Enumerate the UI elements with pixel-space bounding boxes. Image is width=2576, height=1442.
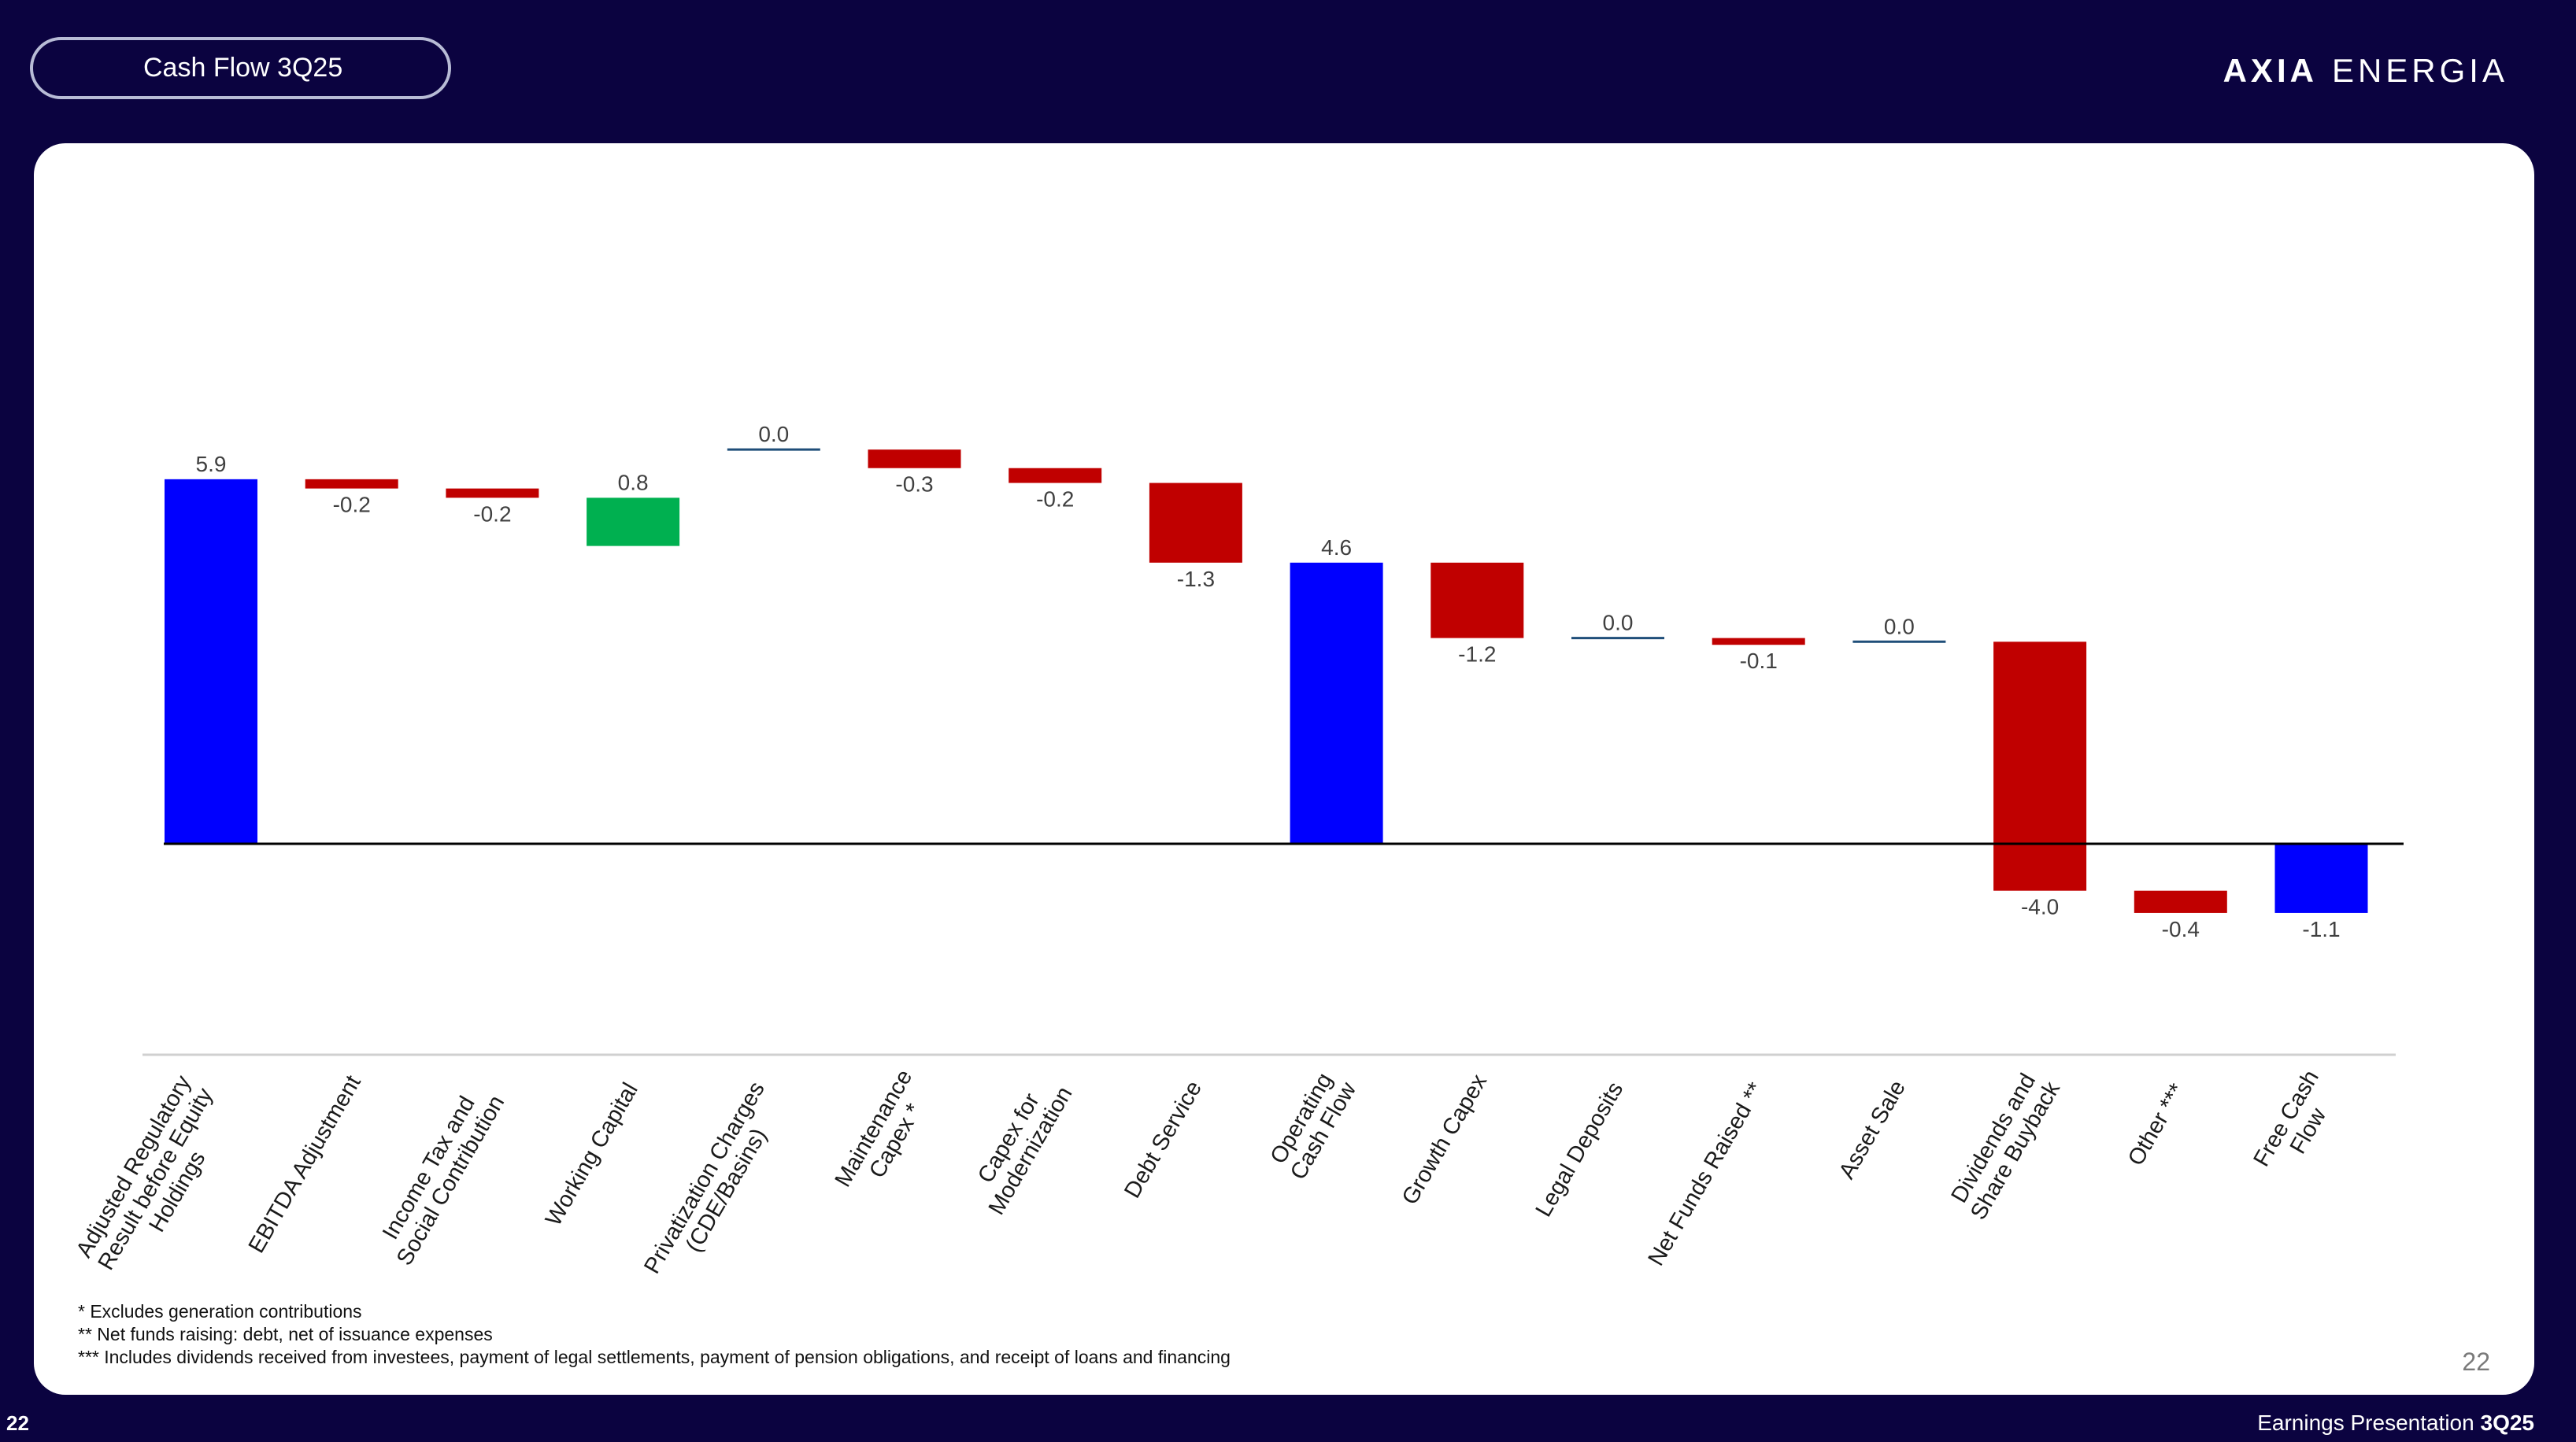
category-label-3: Working Capital — [541, 1078, 643, 1230]
bar-1 — [305, 479, 398, 489]
bar-6 — [1009, 468, 1102, 483]
corner-page-number: 22 — [6, 1411, 29, 1435]
footnotes: * Excludes generation contributions ** N… — [78, 1300, 1231, 1369]
brand-logo: AXIA ENERGIA — [2223, 52, 2508, 90]
category-label-1-line-0: EBITDA Adjustment — [244, 1071, 366, 1258]
category-label-0: Adjusted RegulatoryResult before EquityH… — [72, 1071, 240, 1288]
category-label-10: Legal Deposits — [1531, 1078, 1629, 1221]
category-label-5: MaintenanceCapex * — [831, 1066, 939, 1204]
category-label-2: Income Tax andSocial Contribution — [370, 1078, 509, 1270]
category-label-9: Growth Capex — [1397, 1070, 1493, 1209]
chart-panel: 5.9 Adjusted RegulatoryResult before Equi… — [34, 143, 2534, 1395]
panel-page-number: 22 — [2462, 1348, 2490, 1376]
presentation-period: 3Q25 — [2480, 1411, 2535, 1435]
bar-11 — [1712, 638, 1805, 645]
footnote-3: *** Includes dividends received from inv… — [78, 1347, 1231, 1367]
category-label-1: EBITDA Adjustment — [244, 1071, 366, 1258]
bar-3 — [587, 497, 680, 546]
data-label-10: 0.0 — [1603, 611, 1634, 635]
brand-name-light: ENERGIA — [2331, 52, 2508, 89]
bar-2 — [446, 488, 539, 498]
data-label-11: -0.1 — [1740, 649, 1778, 673]
bar-8 — [1290, 562, 1383, 844]
brand-name-bold: AXIA — [2223, 52, 2318, 89]
category-label-7-line-0: Debt Service — [1120, 1077, 1207, 1203]
category-label-9-line-0: Growth Capex — [1397, 1070, 1493, 1209]
data-label-14: -0.4 — [2162, 917, 2200, 941]
footnote-1: * Excludes generation contributions — [78, 1301, 362, 1322]
bar-5 — [868, 449, 961, 468]
category-label-6: Capex forModernization — [962, 1070, 1078, 1219]
data-label-6: -0.2 — [1036, 487, 1074, 512]
data-label-2: -0.2 — [473, 501, 511, 526]
category-label-4: Privatization Charges(CDE/Basins) — [639, 1078, 791, 1291]
category-label-11-line-0: Net Funds Raised ** — [1643, 1078, 1768, 1270]
slide-title: Cash Flow 3Q25 — [30, 37, 451, 99]
category-label-8: OperatingCash Flow — [1264, 1065, 1361, 1185]
category-label-11: Net Funds Raised ** — [1643, 1078, 1768, 1270]
footnote-2: ** Net funds raising: debt, net of issua… — [78, 1324, 493, 1344]
bar-9 — [1430, 562, 1524, 638]
category-label-3-line-0: Working Capital — [541, 1078, 643, 1230]
presentation-label: Earnings Presentation — [2257, 1411, 2474, 1435]
data-label-4: 0.0 — [758, 422, 789, 446]
bar-7 — [1149, 483, 1242, 563]
data-label-8: 4.6 — [1321, 535, 1352, 560]
presentation-footer: Earnings Presentation 3Q25 — [2257, 1411, 2534, 1436]
data-label-7: -1.3 — [1177, 567, 1215, 591]
bar-15 — [2274, 844, 2368, 913]
category-label-15: Free CashFlow — [2249, 1066, 2346, 1183]
data-label-3: 0.8 — [618, 470, 649, 494]
data-label-1: -0.2 — [333, 493, 371, 517]
data-label-13: -4.0 — [2021, 895, 2059, 919]
category-label-14: Other *** — [2123, 1079, 2190, 1170]
data-label-0: 5.9 — [196, 452, 227, 476]
category-label-12: Asset Sale — [1834, 1076, 1911, 1183]
data-label-9: -1.2 — [1458, 642, 1496, 667]
bar-0 — [165, 479, 257, 844]
category-label-10-line-0: Legal Deposits — [1531, 1078, 1629, 1221]
waterfall-chart: 5.9 Adjusted RegulatoryResult before Equi… — [72, 422, 2404, 1291]
data-label-5: -0.3 — [895, 472, 933, 497]
bar-14 — [2134, 890, 2227, 913]
category-label-14-line-0: Other *** — [2123, 1079, 2190, 1170]
data-label-12: 0.0 — [1884, 614, 1915, 638]
category-label-7: Debt Service — [1120, 1077, 1207, 1203]
bar-13 — [1993, 642, 2087, 891]
category-label-12-line-0: Asset Sale — [1834, 1076, 1911, 1183]
category-label-13: Dividends andShare Buyback — [1944, 1065, 2065, 1225]
data-label-15: -1.1 — [2302, 917, 2340, 941]
